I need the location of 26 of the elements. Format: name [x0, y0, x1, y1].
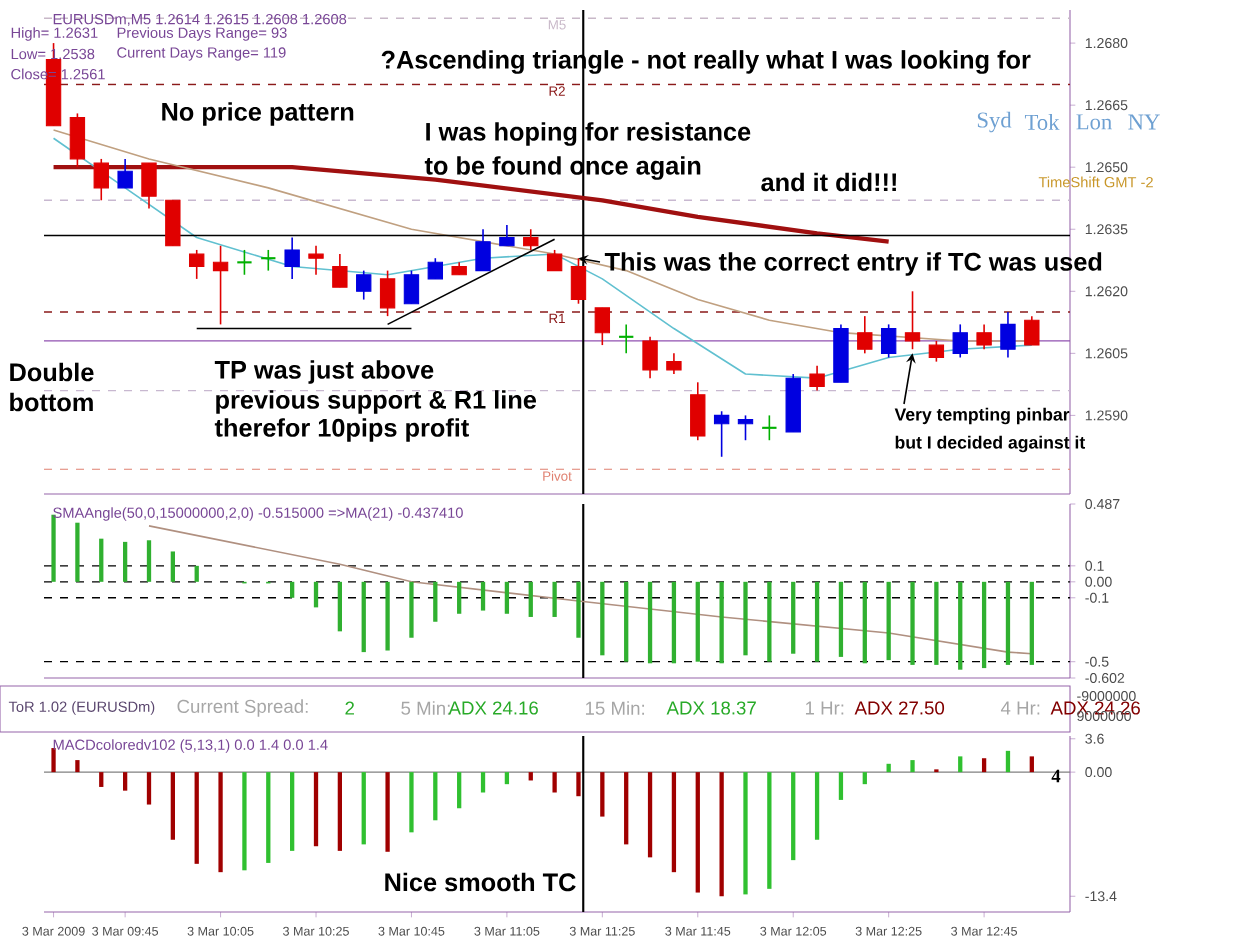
annotation: 4	[1051, 769, 1061, 783]
text: 4 Hr:	[1000, 701, 1040, 715]
annotation: No price pattern	[162, 102, 354, 126]
annotation: bottom	[10, 392, 93, 412]
annotation: Tok	[1024, 114, 1060, 130]
annotation: TP was just above	[214, 360, 434, 384]
text: NY	[1128, 114, 1160, 130]
annotation: and it did!!!	[761, 172, 897, 192]
text: 1 Hr:	[805, 701, 844, 715]
annotation: Syd	[977, 111, 1012, 133]
annotation: therefor 10pips profit	[214, 418, 469, 442]
annotation: I was hoping for resistance	[426, 122, 751, 146]
annotation: previous support & R1 line	[216, 390, 537, 414]
text: ADX 27.50	[854, 701, 945, 715]
annotation: Double	[10, 362, 94, 382]
text: 5 Min:	[401, 701, 450, 715]
text: ADX 24.16	[448, 701, 538, 715]
text: ADX 18.37	[666, 701, 756, 715]
text: Current Spread:	[177, 699, 308, 717]
text: 15 Min:	[585, 701, 645, 715]
annotation: but I decided against it	[895, 435, 1086, 453]
text: Lon	[1076, 114, 1112, 130]
text: 2	[345, 701, 354, 715]
annotation: Very tempting pinbar	[894, 407, 1070, 425]
annotation: Nice smooth TC	[385, 872, 576, 892]
annotation: This was the correct entry if TC was used	[604, 252, 1102, 276]
